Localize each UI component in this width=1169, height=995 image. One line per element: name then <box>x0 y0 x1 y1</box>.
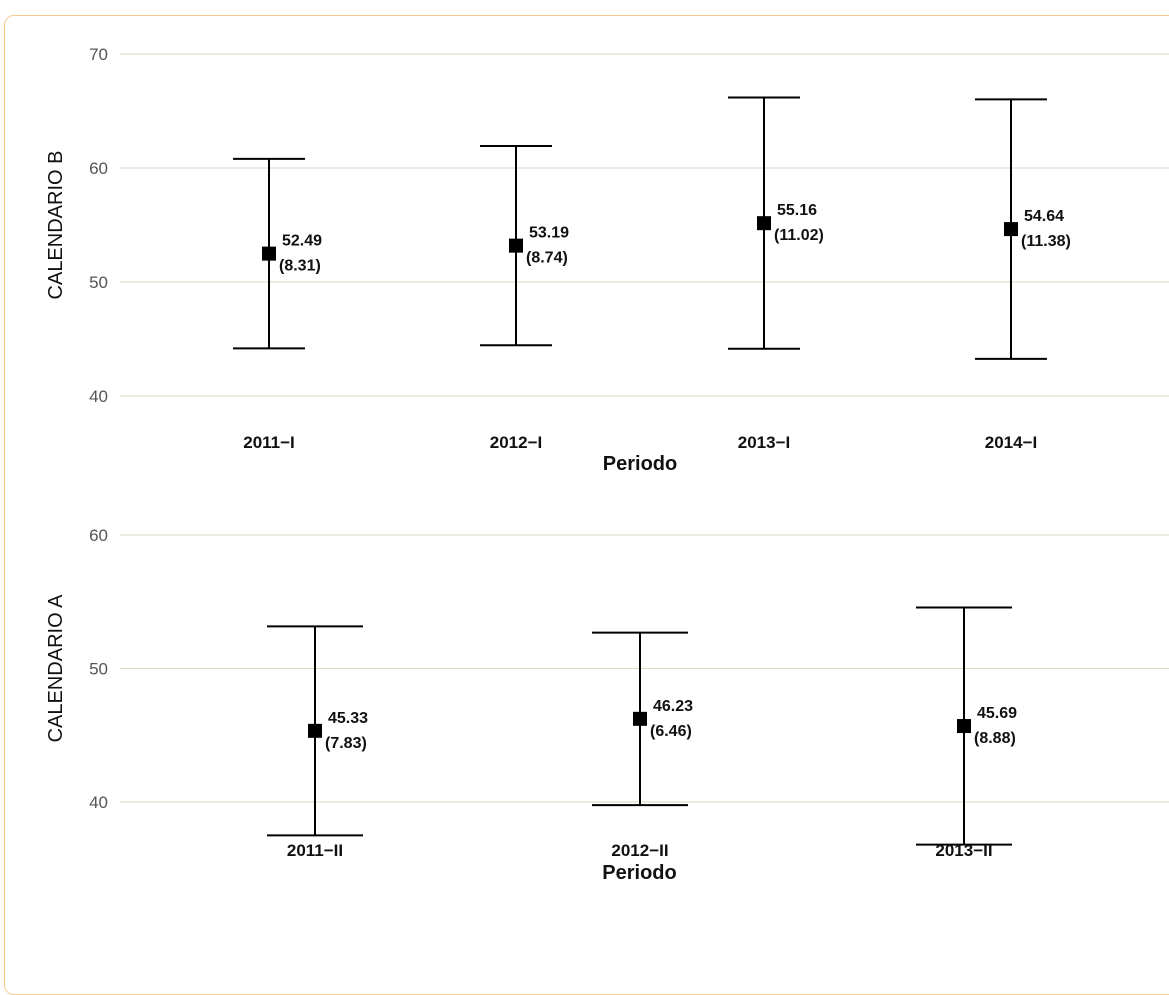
mean-label: 52.49 <box>282 233 322 250</box>
x-tick-label: 2011−I <box>243 433 295 452</box>
sd-label: (11.02) <box>774 227 824 244</box>
mean-label: 53.19 <box>529 225 569 242</box>
y-tick-label: 40 <box>89 387 108 406</box>
mean-point <box>757 216 771 231</box>
mean-point <box>262 246 276 261</box>
y-tick-label: 50 <box>89 660 108 679</box>
x-tick-label: 2013−I <box>738 433 790 452</box>
x-axis-label: Periodo <box>602 862 676 884</box>
x-tick-label: 2011−II <box>287 841 343 860</box>
mean-point <box>1004 222 1018 237</box>
x-tick-label: 2013−II <box>935 841 992 860</box>
mean-label: 46.23 <box>653 698 693 715</box>
mean-point <box>509 238 523 253</box>
sd-label: (8.74) <box>526 250 568 267</box>
sd-label: (8.88) <box>974 730 1016 747</box>
mean-point <box>957 719 971 734</box>
y-tick-label: 50 <box>89 273 108 292</box>
y-tick-label: 40 <box>89 793 108 812</box>
y-tick-label: 60 <box>89 159 108 178</box>
mean-label: 54.64 <box>1024 208 1064 225</box>
x-axis-label: Periodo <box>603 453 677 475</box>
y-tick-label: 70 <box>89 45 108 64</box>
y-axis-label: CALENDARIO A <box>45 594 67 742</box>
y-tick-label: 60 <box>89 526 108 545</box>
mean-label: 45.33 <box>328 710 368 727</box>
sd-label: (7.83) <box>325 735 367 752</box>
x-tick-label: 2014−I <box>985 433 1037 452</box>
sd-label: (11.38) <box>1021 233 1071 250</box>
x-tick-label: 2012−I <box>490 433 542 452</box>
mean-label: 45.69 <box>977 705 1017 722</box>
mean-point <box>308 723 322 738</box>
y-axis-label: CALENDARIO B <box>45 151 67 300</box>
sd-label: (6.46) <box>650 723 692 740</box>
mean-label: 55.16 <box>777 202 817 219</box>
mean-point <box>633 711 647 726</box>
x-tick-label: 2012−II <box>611 841 668 860</box>
sd-label: (8.31) <box>279 258 321 275</box>
